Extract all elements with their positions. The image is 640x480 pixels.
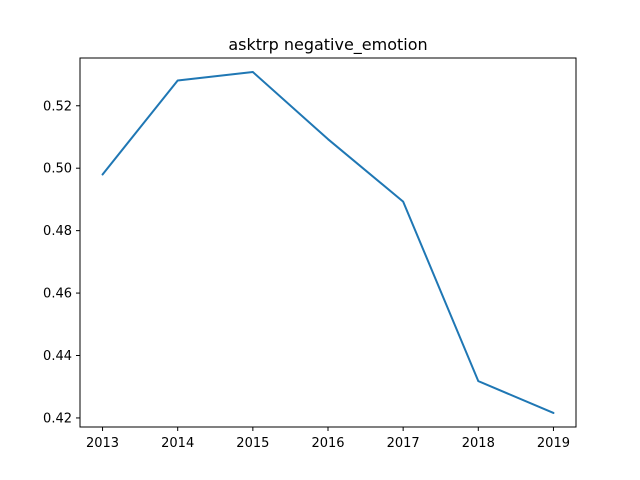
x-tick-label: 2014 xyxy=(161,436,194,451)
x-tick-label: 2018 xyxy=(462,436,495,451)
plot-area xyxy=(101,71,555,414)
y-tick-label: 0.50 xyxy=(43,162,72,177)
y-tick-label: 0.44 xyxy=(43,349,72,364)
x-tick-label: 2013 xyxy=(86,436,119,451)
series-line-0 xyxy=(101,71,555,414)
y-tick-label: 0.46 xyxy=(43,287,72,302)
y-axis: 0.42 0.44 0.46 0.48 0.50 0.52 xyxy=(43,99,80,426)
chart-title: asktrp negative_emotion xyxy=(228,35,427,55)
x-axis: 2013 2014 2015 2016 2017 2018 2019 xyxy=(86,427,570,451)
x-tick-label: 2016 xyxy=(311,436,344,451)
y-tick-label: 0.48 xyxy=(43,224,72,239)
x-tick-label: 2017 xyxy=(387,436,420,451)
y-tick-label: 0.52 xyxy=(43,99,72,114)
plot-frame xyxy=(79,57,577,428)
x-tick-label: 2019 xyxy=(537,436,570,451)
x-tick-label: 2015 xyxy=(236,436,269,451)
y-tick-label: 0.42 xyxy=(43,411,72,426)
